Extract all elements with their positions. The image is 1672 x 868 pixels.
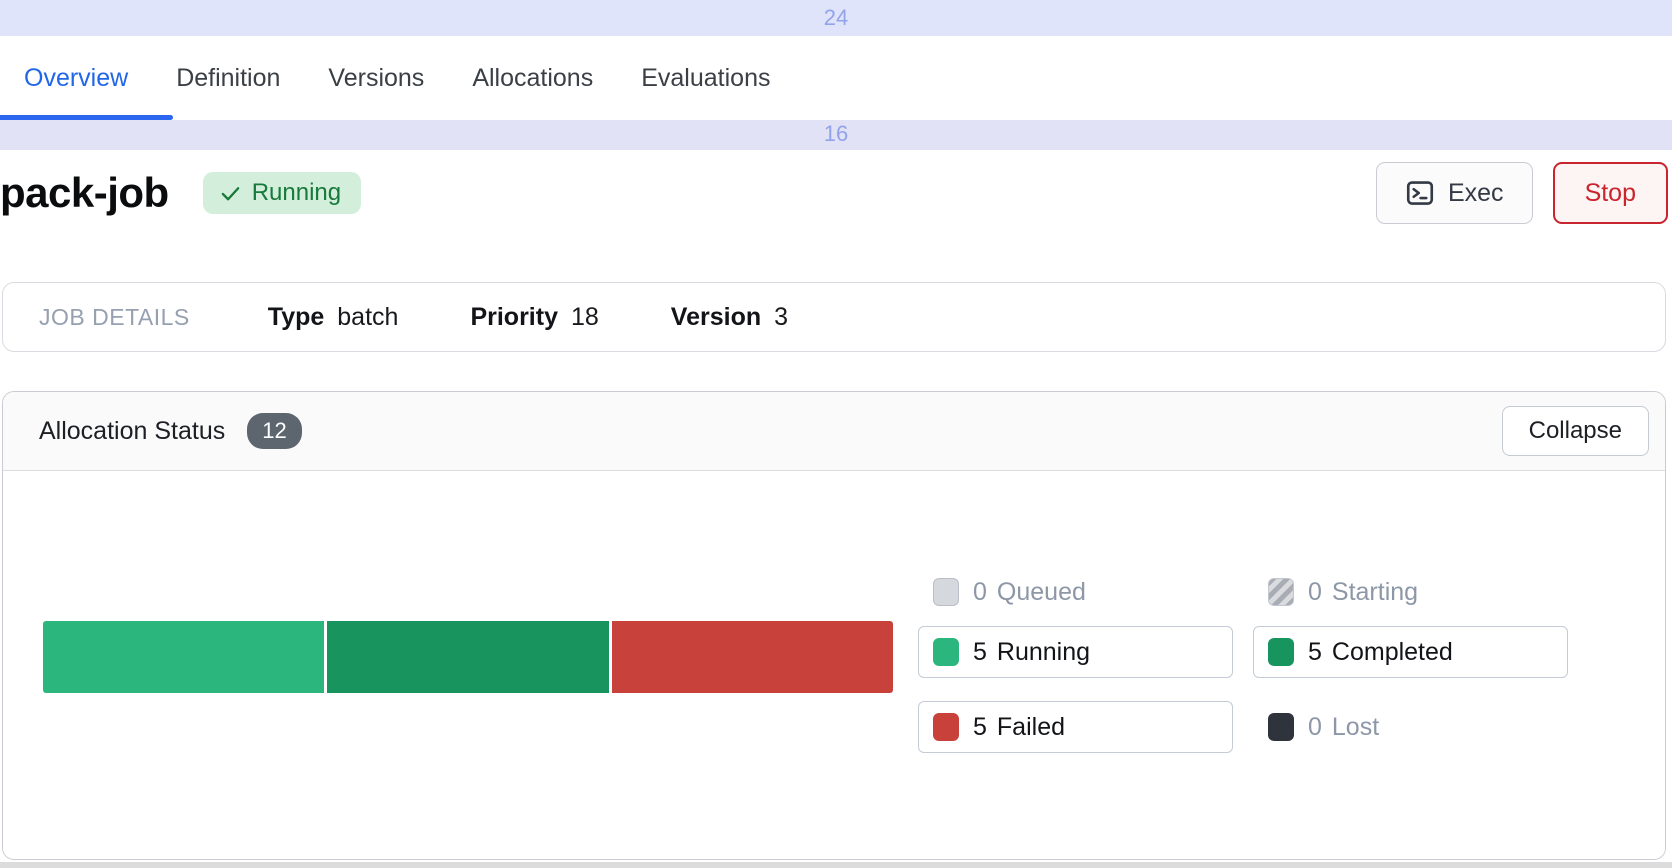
legend-starting-count: 0 — [1308, 577, 1322, 606]
failed-swatch-icon — [933, 713, 959, 741]
legend-failed[interactable]: 5 Failed — [918, 701, 1233, 753]
job-detail-version: Version 3 — [671, 303, 788, 332]
legend-failed-count: 5 — [973, 712, 987, 741]
legend-row-2: 5 Running 5 Completed — [918, 626, 1588, 678]
tab-definition[interactable]: Definition — [176, 63, 281, 92]
job-details-bar: JOB DETAILS Type batch Priority 18 Versi… — [2, 282, 1666, 352]
job-detail-version-label: Version — [670, 302, 762, 331]
tab-allocations[interactable]: Allocations — [472, 63, 594, 92]
legend-completed[interactable]: 5 Completed — [1253, 626, 1568, 678]
bar-segment-failed[interactable] — [611, 621, 893, 693]
legend-starting-label: Starting — [1331, 577, 1419, 606]
legend-running-label: Running — [996, 637, 1091, 666]
legend-lost-count: 0 — [1308, 712, 1322, 741]
legend-lost: 0 Lost — [1253, 701, 1568, 753]
legend-queued: 0 Queued — [918, 566, 1233, 618]
page-title: pack-job — [0, 169, 169, 216]
legend-running[interactable]: 5 Running — [918, 626, 1233, 678]
legend-completed-count: 5 — [1308, 637, 1322, 666]
legend-lost-label: Lost — [1331, 712, 1380, 741]
job-detail-priority-label: Priority — [470, 302, 558, 331]
lost-swatch-icon — [1268, 713, 1294, 741]
legend-queued-count: 0 — [973, 577, 987, 606]
job-detail-version-value: 3 — [774, 302, 789, 331]
allocation-count-badge: 12 — [247, 413, 302, 449]
bar-segment-completed[interactable] — [327, 621, 609, 693]
status-badge: Running — [202, 172, 362, 214]
legend-queued-label: Queued — [996, 577, 1086, 606]
active-tab-underline — [0, 115, 173, 120]
legend-row-3: 5 Failed 0 Lost — [918, 701, 1588, 753]
job-header: pack-job Running Exec Stop — [0, 150, 1672, 272]
stop-button[interactable]: Stop — [1552, 162, 1668, 224]
starting-swatch-icon — [1268, 578, 1294, 606]
legend-running-count: 5 — [973, 637, 987, 666]
job-tabbar: Overview Definition Versions Allocations… — [0, 36, 1672, 120]
job-detail-priority-value: 18 — [570, 302, 599, 331]
completed-swatch-icon — [1268, 638, 1294, 666]
legend-completed-label: Completed — [1331, 637, 1453, 666]
spacing-annotation-top-value: 24 — [823, 5, 849, 30]
job-detail-type-value: batch — [337, 302, 399, 331]
job-detail-type-label: Type — [267, 302, 325, 331]
job-detail-priority: Priority 18 — [470, 303, 598, 332]
status-badge-label: Running — [251, 179, 342, 206]
spacing-annotation-mid: 16 — [0, 120, 1672, 150]
legend-starting: 0 Starting — [1253, 566, 1568, 618]
legend-failed-label: Failed — [996, 712, 1065, 741]
spacing-annotation-top: 24 — [0, 0, 1672, 36]
check-icon — [219, 182, 242, 205]
allocation-status-panel: Allocation Status 12 Collapse 0 Queued — [2, 391, 1666, 860]
bar-segment-running[interactable] — [43, 621, 325, 693]
allocation-status-title: Allocation Status — [39, 416, 226, 445]
running-swatch-icon — [933, 638, 959, 666]
queued-swatch-icon — [933, 578, 959, 606]
exec-button[interactable]: Exec — [1375, 162, 1533, 224]
tab-evaluations[interactable]: Evaluations — [641, 63, 771, 92]
allocation-status-body: 0 Queued 0 Starting 5 R — [3, 471, 1665, 859]
legend-row-1: 0 Queued 0 Starting — [918, 566, 1588, 618]
job-details-heading: JOB DETAILS — [39, 303, 190, 330]
terminal-icon — [1405, 178, 1435, 208]
allocation-bar[interactable] — [43, 621, 893, 693]
collapse-button[interactable]: Collapse — [1501, 406, 1649, 456]
spacing-annotation-mid-value: 16 — [823, 121, 849, 146]
collapse-button-label: Collapse — [1528, 417, 1622, 444]
job-detail-type: Type batch — [268, 303, 399, 332]
allocation-status-header: Allocation Status 12 Collapse — [3, 392, 1665, 471]
tab-overview[interactable]: Overview — [24, 63, 129, 92]
window-bottom-edge — [0, 862, 1672, 868]
stop-button-label: Stop — [1584, 178, 1636, 207]
exec-button-label: Exec — [1447, 178, 1504, 207]
tab-versions[interactable]: Versions — [328, 63, 425, 92]
